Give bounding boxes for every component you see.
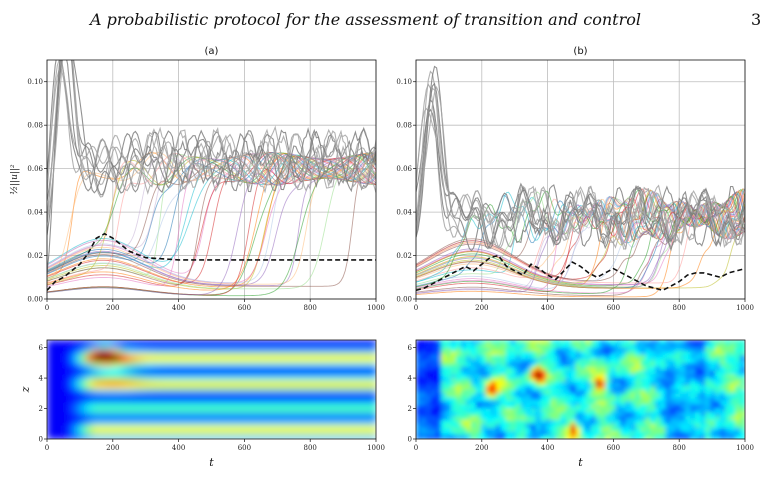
y-tick-label: 0.08 [27,122,43,130]
trajectory-line [47,158,376,285]
axes-frame [46,339,377,440]
trajectory-line [416,188,745,294]
x-tick-label: 800 [673,444,686,452]
x-tick-label: 400 [172,444,185,452]
x-axis-label: t [209,456,214,469]
y-tick-label: 2 [408,405,412,413]
turbulent-trajectory [47,60,376,275]
turbulent-trajectory [47,60,376,194]
x-tick-label: 1000 [736,304,754,312]
panel-title: (a) [205,46,219,57]
heatmap-area [416,340,745,439]
y-tick-label: 0.04 [27,209,43,217]
y-axis-label: z [19,386,32,393]
x-tick-label: 800 [673,304,686,312]
x-tick-label: 600 [238,304,251,312]
trajectory-line [416,215,745,289]
y-tick-label: 0 [408,436,412,444]
axes-frame [46,59,377,300]
turbulent-trajectory [47,60,376,236]
panel-title: (b) [573,46,587,57]
trajectory-line [416,189,745,288]
plot-area [416,65,745,298]
mean-curve [47,232,376,291]
x-tick-label: 800 [304,444,317,452]
trajectory-line [416,198,745,282]
page-number: 3 [751,10,762,29]
x-tick-label: 0 [414,304,418,312]
x-tick-label: 0 [45,304,49,312]
y-tick-label: 4 [408,375,413,383]
y-tick-label: 0.04 [396,209,412,217]
trajectory-line [47,168,376,287]
y-tick-label: 2 [39,405,43,413]
x-tick-label: 200 [106,444,119,452]
x-tick-label: 800 [304,304,317,312]
y-tick-label: 0.06 [27,165,43,173]
x-tick-label: 1000 [367,444,385,452]
y-tick-label: 0.02 [27,252,43,260]
turbulent-trajectory [47,60,376,193]
trajectory-line [47,155,376,290]
trajectory-line [47,166,376,290]
x-tick-label: 200 [475,304,488,312]
y-tick-label: 0 [39,436,43,444]
x-tick-label: 600 [607,304,620,312]
x-tick-label: 1000 [367,304,385,312]
axes-frame [415,339,746,440]
trajectory-line [47,155,376,273]
panel-b-lines: 0 200 400 600 800 1000 0.00 0.02 0.04 0.06 0.08 0.1… [396,46,754,312]
trajectory-line [47,153,376,288]
running-title: A probabilistic protocol for the assessm… [90,10,641,29]
y-tick-label: 6 [39,344,44,352]
x-tick-label: 1000 [736,444,754,452]
y-tick-label: 4 [39,375,44,383]
y-tick-label: 0.06 [396,165,412,173]
x-tick-label: 0 [45,444,49,452]
turbulent-trajectory [47,60,376,202]
x-tick-label: 200 [106,304,119,312]
y-tick-label: 0.08 [396,122,412,130]
x-tick-label: 400 [541,444,554,452]
turbulent-trajectory [416,85,745,249]
heatmap-area [47,340,376,439]
x-tick-label: 0 [414,444,418,452]
panel-d-heatmap: 0 200 400 600 800 1000 0 2 4 6 t [408,339,754,469]
panel-a-lines: 0 200 400 600 800 1000 0.00 0.02 0.04 0.06 0.08 0.1… [9,46,385,312]
panel-c-heatmap: 0 200 400 600 800 1000 0 2 4 6 t z [19,339,385,469]
x-tick-label: 400 [541,304,554,312]
turbulent-trajectory [416,107,745,249]
trajectory-line [416,196,745,294]
turbulent-trajectory [416,65,745,252]
y-tick-label: 0.10 [396,78,412,86]
turbulent-trajectory [47,60,376,222]
trajectory-line [47,156,376,286]
y-tick-label: 0.10 [27,78,43,86]
mean-curve [416,254,745,292]
y-axis-label: ½||u||² [9,164,20,195]
turbulent-trajectory [47,60,376,218]
turbulent-trajectory [47,60,376,224]
x-tick-label: 400 [172,304,185,312]
trajectory-line [416,191,745,289]
y-tick-label: 0.00 [396,296,412,304]
x-axis-label: t [578,456,583,469]
y-tick-label: 6 [408,344,413,352]
axes-frame [415,59,746,300]
y-tick-label: 0.00 [27,296,43,304]
plot-area [47,60,376,297]
x-tick-label: 600 [607,444,620,452]
trajectory-line [47,152,376,284]
trajectory-line [416,191,745,285]
page-header: A probabilistic protocol for the assessm… [0,0,770,34]
x-tick-label: 600 [238,444,251,452]
y-tick-label: 0.02 [396,252,412,260]
x-tick-label: 200 [475,444,488,452]
trajectory-line [416,198,745,284]
